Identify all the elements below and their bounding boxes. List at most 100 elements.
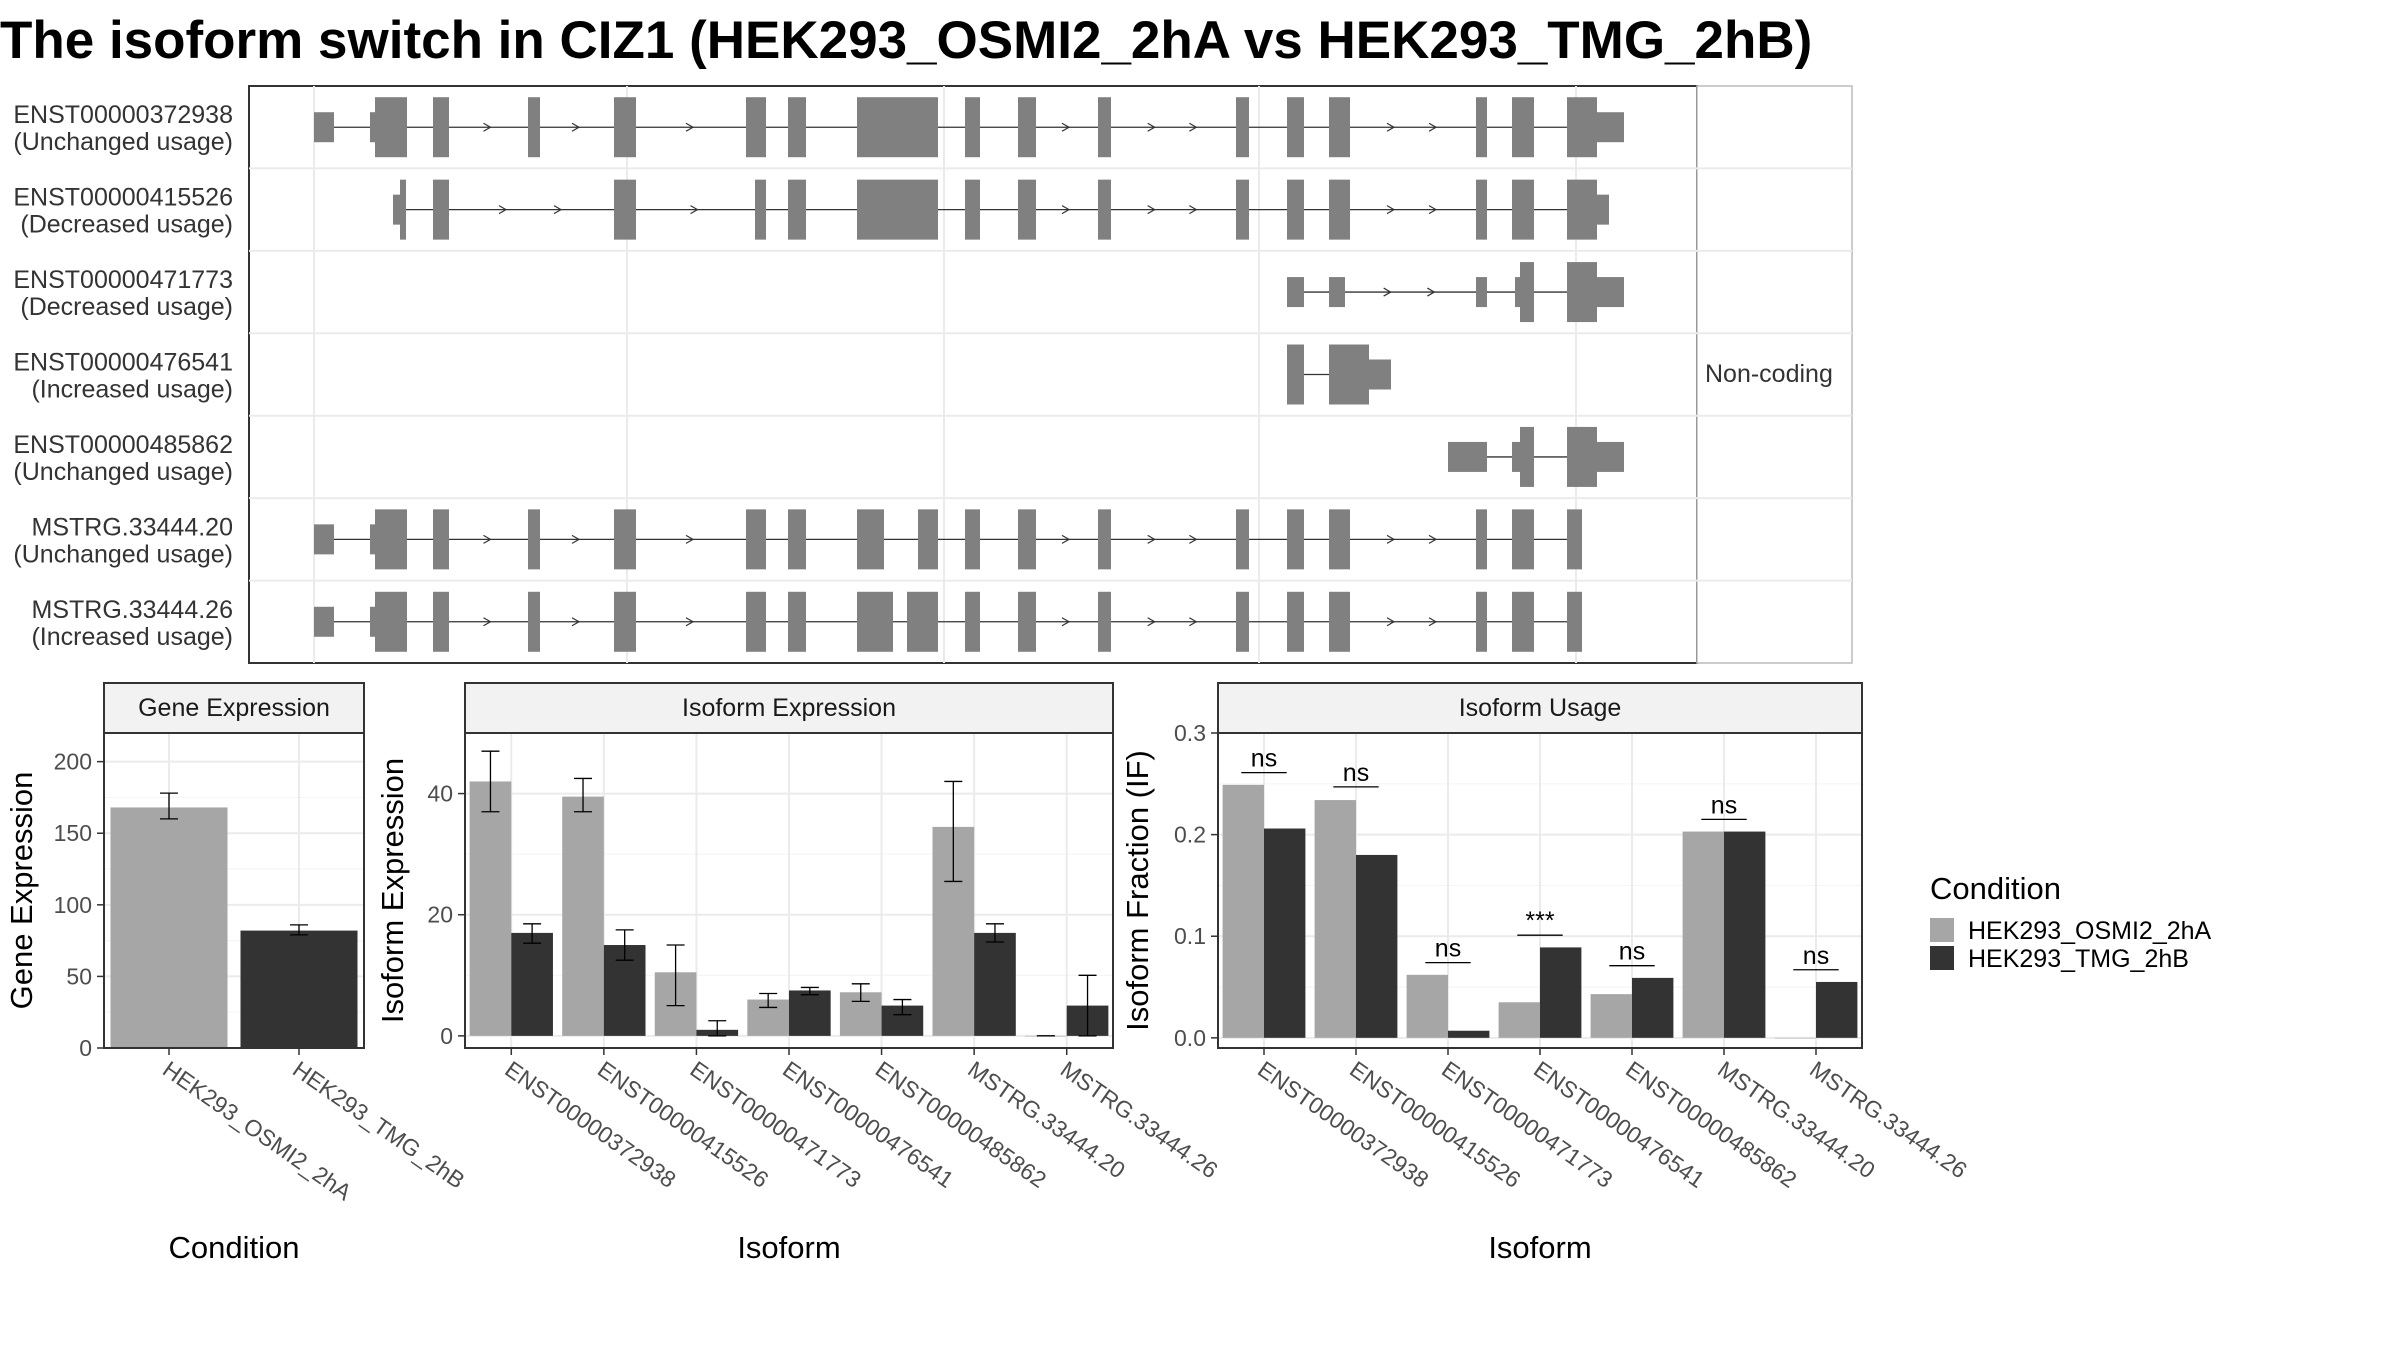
- intron-arrow: [571, 122, 581, 132]
- y-tick-label: 100: [54, 892, 92, 918]
- x-tick-label: MSTRG.33444.20: [1713, 1056, 1880, 1184]
- y-tick-label: 50: [66, 963, 92, 989]
- exon: [1236, 509, 1249, 570]
- intron-arrow: [1061, 122, 1071, 132]
- exon: [375, 97, 407, 158]
- exon: [965, 591, 980, 652]
- exon: [1236, 179, 1249, 240]
- exon: [1287, 179, 1304, 240]
- exon: [1567, 179, 1597, 240]
- exon: [1597, 194, 1609, 225]
- exon: [314, 524, 334, 555]
- x-tick-label: ENST00000485862: [871, 1056, 1051, 1193]
- exon: [1369, 359, 1391, 390]
- isoform-structure-panel: ENST00000372938(Unchanged usage)ENST0000…: [13, 85, 1853, 664]
- legend-swatch: [1930, 946, 1954, 970]
- exon: [314, 606, 334, 637]
- exon: [370, 524, 375, 555]
- bar-MSTRG.33444.20: [974, 932, 1016, 1036]
- bar-HEK293_OSMI2_2hA: [110, 807, 228, 1048]
- exon: [746, 591, 766, 652]
- exon: [433, 179, 449, 240]
- bar-HEK293_TMG_2hB: [240, 930, 358, 1048]
- exon: [857, 97, 938, 158]
- panel-strip: [103, 682, 365, 734]
- transcript-label-MSTRG.33444.20: MSTRG.33444.20: [32, 513, 234, 541]
- exon: [965, 509, 980, 570]
- intron-arrow: [1189, 122, 1198, 132]
- exon: [370, 112, 375, 143]
- exon: [1287, 509, 1304, 570]
- exon: [1329, 509, 1350, 570]
- exon: [1476, 97, 1487, 158]
- exon: [528, 97, 540, 158]
- exon: [907, 591, 938, 652]
- y-tick-label: 200: [54, 749, 92, 775]
- transcript-usage-ENST00000372938: (Unchanged usage): [13, 128, 233, 156]
- coding-facet-border: [248, 85, 1698, 664]
- exon: [1520, 426, 1534, 487]
- exon: [746, 97, 766, 158]
- intron-arrow: [685, 122, 695, 132]
- y-axis-title: Isoform Expression: [375, 758, 410, 1023]
- exon: [400, 179, 406, 240]
- intron-arrow: [1428, 205, 1438, 215]
- significance-label: ns: [1343, 759, 1369, 787]
- exon: [1287, 591, 1304, 652]
- exon: [614, 97, 636, 158]
- panel-border: [103, 732, 365, 1049]
- exon: [1567, 426, 1597, 487]
- intron-arrow: [553, 205, 563, 215]
- x-tick-label: ENST00000476541: [1529, 1056, 1709, 1193]
- bar-ENST00000476541: [789, 990, 831, 1036]
- intron-arrow: [1147, 617, 1156, 627]
- intron-arrow: [571, 617, 581, 627]
- exon: [1512, 509, 1534, 570]
- exon: [1329, 344, 1369, 405]
- bar-ENST00000372938: [1264, 828, 1306, 1038]
- exon: [1098, 509, 1111, 570]
- exon: [1329, 97, 1350, 158]
- transcript-usage-ENST00000476541: (Increased usage): [31, 376, 233, 404]
- transcript-usage-ENST00000471773: (Decreased usage): [20, 293, 233, 321]
- noncoding-facet-border: [1696, 85, 1853, 664]
- panel-title: Isoform Usage: [1459, 694, 1622, 722]
- bar-MSTRG.33444.20: [1724, 831, 1766, 1038]
- transcript-label-ENST00000471773: ENST00000471773: [13, 266, 233, 294]
- exon: [1236, 591, 1249, 652]
- transcript-usage-ENST00000415526: (Decreased usage): [20, 211, 233, 239]
- exon: [788, 97, 806, 158]
- significance-label: ns: [1711, 791, 1737, 819]
- x-tick-label: MSTRG.33444.26: [1805, 1056, 1972, 1184]
- exon: [1329, 277, 1345, 308]
- intron-arrow: [1386, 122, 1396, 132]
- intron-arrow: [483, 122, 492, 132]
- x-axis-title: Isoform: [737, 1230, 840, 1265]
- exon: [788, 179, 806, 240]
- x-tick-label: ENST00000485862: [1621, 1056, 1801, 1193]
- exon: [1597, 277, 1624, 308]
- x-axis-title: Isoform: [1488, 1230, 1591, 1265]
- bar-ENST00000415526: [1356, 854, 1398, 1038]
- bar-ENST00000372938: [469, 781, 512, 1036]
- exon: [433, 97, 449, 158]
- panel-title: Isoform Expression: [682, 694, 896, 722]
- transcript-label-ENST00000476541: ENST00000476541: [13, 349, 233, 377]
- exon: [1018, 509, 1036, 570]
- legend-swatch: [1930, 918, 1954, 942]
- exon: [433, 591, 449, 652]
- exon: [746, 509, 766, 570]
- exon: [1512, 441, 1520, 472]
- intron-arrow: [1386, 534, 1396, 544]
- intron-arrow: [483, 617, 492, 627]
- intron-arrow: [483, 534, 492, 544]
- intron-arrow: [690, 205, 699, 215]
- intron-arrow: [1061, 617, 1071, 627]
- exon: [857, 509, 884, 570]
- y-axis-title: Gene Expression: [4, 772, 39, 1010]
- exon: [1597, 441, 1624, 472]
- exon: [1567, 97, 1597, 158]
- transcript-label-ENST00000485862: ENST00000485862: [13, 431, 233, 459]
